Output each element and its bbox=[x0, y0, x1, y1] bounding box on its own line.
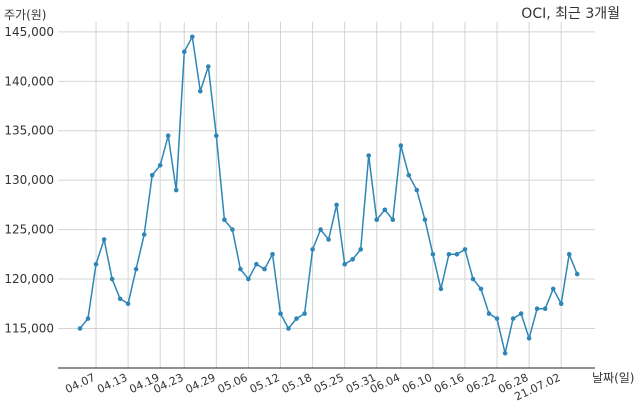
data-point bbox=[278, 311, 283, 316]
grid-lines bbox=[58, 22, 595, 368]
x-tick-label: 04.29 bbox=[184, 371, 218, 396]
data-point bbox=[494, 316, 500, 321]
data-point bbox=[133, 266, 139, 272]
data-point bbox=[398, 143, 404, 148]
data-point bbox=[173, 187, 179, 193]
data-point bbox=[550, 286, 556, 292]
data-point bbox=[430, 252, 436, 257]
data-point bbox=[470, 276, 476, 282]
data-point bbox=[85, 316, 91, 321]
chart-title: OCI, 최근 3개월 bbox=[521, 6, 620, 22]
data-point bbox=[109, 276, 115, 282]
x-tick-label: 04.07 bbox=[63, 371, 97, 396]
data-point bbox=[518, 311, 524, 316]
data-point bbox=[238, 266, 243, 272]
data-point bbox=[246, 276, 251, 282]
x-tick-label: 06.10 bbox=[400, 371, 434, 396]
data-point bbox=[214, 133, 219, 138]
data-point bbox=[101, 237, 107, 242]
data-point bbox=[414, 187, 420, 193]
data-point bbox=[462, 247, 468, 252]
data-point bbox=[382, 207, 388, 213]
x-tick-label: 05.06 bbox=[216, 371, 250, 396]
y-tick-labels: 115,000 120,000 125,000 130,000 135,000 140,0… bbox=[4, 25, 54, 336]
data-point bbox=[149, 172, 155, 178]
data-point bbox=[182, 49, 187, 54]
data-point bbox=[318, 227, 323, 232]
x-tick-label: 05.12 bbox=[248, 371, 282, 396]
data-point bbox=[350, 257, 356, 262]
data-point bbox=[566, 252, 572, 257]
data-point bbox=[294, 316, 299, 321]
data-point bbox=[422, 217, 428, 222]
data-point bbox=[157, 163, 163, 168]
data-point bbox=[502, 350, 508, 356]
data-point bbox=[206, 64, 211, 69]
y-tick-label: 135,000 bbox=[4, 124, 54, 138]
data-point bbox=[222, 217, 227, 222]
data-point bbox=[390, 217, 396, 222]
y-tick-label: 115,000 bbox=[4, 321, 54, 335]
data-point bbox=[77, 326, 83, 331]
data-point bbox=[406, 172, 412, 178]
y-axis-label: 주가(원) bbox=[4, 8, 46, 22]
x-tick-label: 04.13 bbox=[95, 371, 129, 396]
series-line bbox=[79, 34, 578, 354]
y-tick-label: 130,000 bbox=[4, 173, 54, 187]
data-point bbox=[286, 326, 291, 331]
data-point bbox=[526, 336, 532, 341]
x-tick-labels: 04.0704.1304.1904.2304.2905.0605.1205.18… bbox=[63, 371, 562, 403]
data-point bbox=[534, 306, 540, 312]
x-axis-label: 날짜(일) bbox=[592, 371, 634, 385]
series-points bbox=[77, 34, 580, 356]
data-point bbox=[542, 306, 548, 312]
data-point bbox=[510, 316, 516, 321]
data-point bbox=[190, 34, 195, 40]
y-tick-label: 125,000 bbox=[4, 223, 54, 237]
x-tick-label: 06.16 bbox=[432, 371, 466, 396]
data-point bbox=[358, 247, 364, 252]
data-point bbox=[93, 261, 99, 267]
data-point bbox=[141, 232, 147, 237]
data-point bbox=[254, 261, 259, 267]
y-tick-label: 140,000 bbox=[4, 74, 54, 88]
data-point bbox=[302, 311, 307, 316]
data-point bbox=[230, 227, 235, 232]
x-tick-label: 05.18 bbox=[280, 371, 314, 396]
data-point bbox=[558, 301, 564, 307]
data-point bbox=[165, 133, 171, 138]
x-tick-label: 05.25 bbox=[312, 371, 346, 396]
data-point bbox=[374, 217, 380, 222]
data-point bbox=[486, 311, 492, 316]
data-point bbox=[270, 252, 275, 257]
x-tick-label: 06.22 bbox=[464, 371, 498, 396]
data-point bbox=[366, 153, 372, 158]
data-point bbox=[334, 202, 339, 208]
data-point bbox=[310, 247, 315, 252]
data-point bbox=[125, 301, 131, 307]
data-point bbox=[326, 237, 331, 242]
y-tick-label: 145,000 bbox=[4, 25, 54, 39]
data-point bbox=[478, 286, 484, 292]
data-point bbox=[342, 261, 348, 267]
data-point bbox=[574, 271, 580, 277]
data-point bbox=[262, 266, 267, 272]
y-tick-label: 120,000 bbox=[4, 272, 54, 286]
data-point bbox=[198, 88, 203, 94]
data-point bbox=[446, 252, 452, 257]
data-point bbox=[117, 296, 123, 302]
data-point bbox=[438, 286, 444, 292]
data-point bbox=[454, 252, 460, 257]
